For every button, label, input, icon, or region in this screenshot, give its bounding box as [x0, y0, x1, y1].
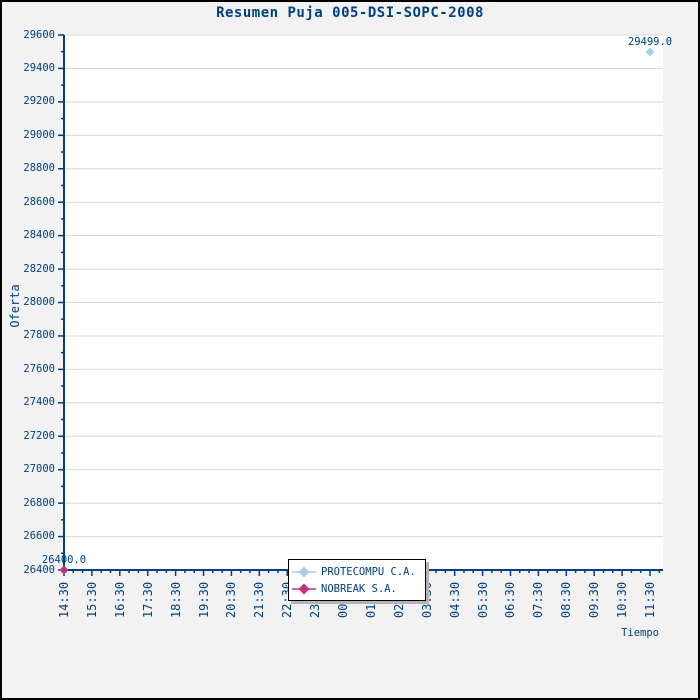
y-tick-label: 26800 [23, 496, 55, 509]
chart-title: Resumen Puja 005-DSI-SOPC-2008 [216, 5, 484, 21]
x-tick-label: 07:30 [531, 581, 546, 619]
y-tick-label: 26400 [23, 563, 55, 576]
x-tick-label: 20:30 [224, 581, 239, 619]
y-tick-label: 27600 [23, 362, 55, 375]
y-tick-label: 28600 [23, 195, 55, 208]
x-tick-label: 18:30 [168, 581, 183, 619]
x-tick-label: 11:30 [643, 581, 657, 619]
x-tick-label: 09:30 [587, 581, 602, 619]
legend-series-marker-icon [292, 583, 316, 594]
y-tick-label: 28000 [23, 296, 55, 308]
x-tick-label: 08:30 [559, 581, 574, 619]
legend-series-label: NOBREAK S.A. [321, 582, 397, 595]
x-tick-label: 21:30 [252, 581, 267, 619]
x-tick-label: 19:30 [196, 581, 211, 619]
legend-series-label: PROTECOMPU C.A. [321, 565, 416, 578]
legend-item: NOBREAK S.A. [292, 580, 416, 597]
y-tick-label: 29600 [23, 28, 55, 41]
y-tick-label: 27400 [23, 396, 55, 409]
y-tick-label: 26600 [23, 530, 55, 543]
y-tick-label: 29000 [23, 128, 55, 141]
x-tick-label: 06:30 [503, 581, 518, 619]
x-axis-title: Tiempo [621, 627, 659, 639]
y-tick-label: 28400 [23, 229, 55, 242]
data-point-marker [59, 565, 69, 575]
y-tick-label: 28200 [23, 262, 55, 275]
legend-series-marker-icon [292, 566, 316, 577]
x-tick-label: 14:30 [57, 581, 71, 619]
x-tick-label: 05:30 [475, 581, 490, 619]
legend-item: PROTECOMPU C.A. [292, 563, 416, 580]
x-tick-label: 10:30 [615, 581, 630, 619]
x-tick-label: 16:30 [112, 581, 127, 619]
y-tick-label: 27000 [23, 463, 55, 476]
data-point-value-label: 29499.0 [627, 35, 673, 48]
y-tick-label: 29400 [23, 61, 55, 74]
y-tick-label: 27800 [23, 329, 55, 342]
y-tick-label: 29200 [23, 95, 55, 108]
y-tick-label: 28800 [23, 162, 55, 175]
x-tick-label: 17:30 [140, 581, 155, 619]
x-tick-label: 04:30 [447, 581, 462, 619]
legend: PROTECOMPU C.A. NOBREAK S.A. [288, 559, 426, 601]
data-point-value-label: 26400.0 [41, 554, 87, 566]
data-point-marker [645, 47, 655, 57]
x-tick-label: 15:30 [84, 581, 99, 619]
y-axis-title: Oferta [8, 284, 22, 328]
y-tick-label: 27200 [23, 429, 55, 442]
